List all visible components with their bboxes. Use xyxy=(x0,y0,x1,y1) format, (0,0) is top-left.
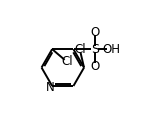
Text: O: O xyxy=(90,26,99,39)
Text: O: O xyxy=(90,60,99,73)
Text: S: S xyxy=(91,43,99,56)
Text: OH: OH xyxy=(103,43,121,56)
Text: N: N xyxy=(45,81,54,94)
Text: Cl: Cl xyxy=(74,43,86,56)
Text: Cl: Cl xyxy=(61,55,73,68)
